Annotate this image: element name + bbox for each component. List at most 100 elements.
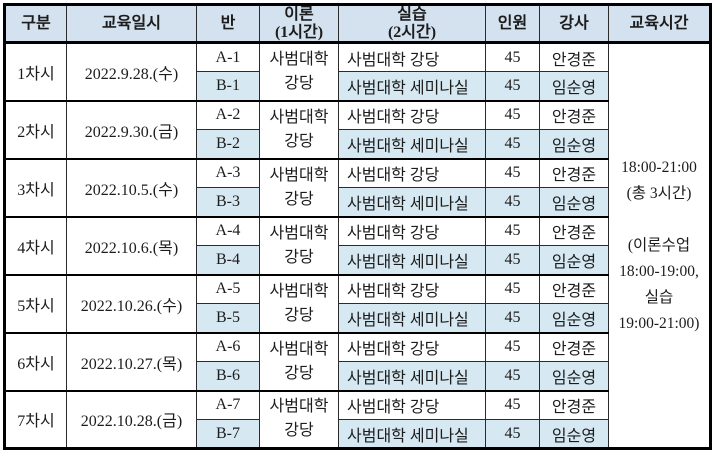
instructor-cell: 임순영 xyxy=(539,187,609,218)
count-cell: 45 xyxy=(485,71,540,102)
practice-cell: 사범대학 강당 xyxy=(338,41,486,73)
date-cell: 2022.10.5.(수) xyxy=(66,157,197,218)
theory-cell: 사범대학 강당 xyxy=(259,331,339,392)
count-cell: 45 xyxy=(485,303,540,334)
instructor-cell: 안경준 xyxy=(539,331,609,363)
theory-cell: 사범대학 강당 xyxy=(259,389,339,450)
table-row: B-3 사범대학 세미나실 45 임순영 xyxy=(5,187,711,218)
theory-cell: 사범대학 강당 xyxy=(259,215,339,276)
practice-cell: 사범대학 세미나실 xyxy=(338,71,486,102)
class-cell: A-1 xyxy=(196,41,260,73)
header-practice: 실습 (2시간) xyxy=(338,3,486,45)
date-cell: 2022.10.27.(목) xyxy=(66,331,197,392)
session-cell: 3차시 xyxy=(4,157,67,218)
header-class: 반 xyxy=(196,3,260,45)
theory-cell: 사범대학 강당 xyxy=(259,273,339,334)
class-cell: A-5 xyxy=(196,273,260,305)
table-row: B-6 사범대학 세미나실 45 임순영 xyxy=(5,361,711,392)
date-cell: 2022.10.6.(목) xyxy=(66,215,197,276)
header-category: 구분 xyxy=(4,3,67,45)
practice-cell: 사범대학 세미나실 xyxy=(338,129,486,160)
header-row: 구분 교육일시 반 이론 (1시간) 실습 (2시간) 인원 강사 교육시간 xyxy=(4,3,711,45)
practice-cell: 사범대학 세미나실 xyxy=(338,303,486,334)
count-cell: 45 xyxy=(485,389,540,421)
instructor-cell: 임순영 xyxy=(539,71,609,102)
instructor-cell: 임순영 xyxy=(539,419,609,450)
header-theory: 이론 (1시간) xyxy=(259,3,339,45)
practice-cell: 사범대학 세미나실 xyxy=(338,419,486,450)
time-note-cell: 18:00-21:00 (총 3시간) (이론수업 18:00-19:00, 실… xyxy=(608,41,711,451)
session-cell: 2차시 xyxy=(4,99,67,160)
instructor-cell: 안경준 xyxy=(539,41,609,73)
table-row: 1차시 2022.9.28.(수) A-1 사범대학 강당 사범대학 강당 45… xyxy=(4,41,711,451)
class-cell: B-6 xyxy=(196,361,260,392)
count-cell: 45 xyxy=(485,331,540,363)
table-row: 5차시 2022.10.26.(수) A-5 사범대학 강당 사범대학 강당 4… xyxy=(4,273,711,334)
instructor-cell: 임순영 xyxy=(539,361,609,392)
table-row: 2차시 2022.9.30.(금) A-2 사범대학 강당 사범대학 강당 45… xyxy=(4,99,711,160)
count-cell: 45 xyxy=(485,41,540,73)
class-cell: B-7 xyxy=(196,419,260,450)
table-row: B-2 사범대학 세미나실 45 임순영 xyxy=(5,129,711,160)
page: 구분 교육일시 반 이론 (1시간) 실습 (2시간) 인원 강사 교육시간 1… xyxy=(3,3,712,451)
table-row: B-1 사범대학 세미나실 45 임순영 xyxy=(5,71,711,102)
class-cell: B-3 xyxy=(196,187,260,218)
table-row: 3차시 2022.10.5.(수) A-3 사범대학 강당 사범대학 강당 45… xyxy=(4,157,711,218)
count-cell: 45 xyxy=(485,129,540,160)
date-cell: 2022.10.28.(금) xyxy=(66,389,197,450)
session-cell: 7차시 xyxy=(4,389,67,450)
count-cell: 45 xyxy=(485,361,540,392)
class-cell: B-5 xyxy=(196,303,260,334)
class-cell: B-1 xyxy=(196,71,260,102)
education-schedule-table: 구분 교육일시 반 이론 (1시간) 실습 (2시간) 인원 강사 교육시간 1… xyxy=(3,3,712,451)
class-cell: A-7 xyxy=(196,389,260,421)
class-cell: A-2 xyxy=(196,99,260,131)
count-cell: 45 xyxy=(485,187,540,218)
header-time: 교육시간 xyxy=(608,3,711,45)
header-instructor: 강사 xyxy=(539,3,609,45)
practice-cell: 사범대학 강당 xyxy=(338,331,486,363)
instructor-cell: 안경준 xyxy=(539,99,609,131)
instructor-cell: 안경준 xyxy=(539,157,609,189)
class-cell: A-3 xyxy=(196,157,260,189)
table-row: B-5 사범대학 세미나실 45 임순영 xyxy=(5,303,711,334)
practice-cell: 사범대학 세미나실 xyxy=(338,245,486,276)
session-cell: 1차시 xyxy=(4,41,67,102)
practice-cell: 사범대학 강당 xyxy=(338,389,486,421)
header-count: 인원 xyxy=(485,3,540,45)
practice-cell: 사범대학 세미나실 xyxy=(338,187,486,218)
date-cell: 2022.9.30.(금) xyxy=(66,99,197,160)
table-row: 6차시 2022.10.27.(목) A-6 사범대학 강당 사범대학 강당 4… xyxy=(4,331,711,392)
count-cell: 45 xyxy=(485,99,540,131)
class-cell: A-6 xyxy=(196,331,260,363)
session-cell: 4차시 xyxy=(4,215,67,276)
instructor-cell: 임순영 xyxy=(539,129,609,160)
class-cell: A-4 xyxy=(196,215,260,247)
instructor-cell: 안경준 xyxy=(539,215,609,247)
practice-cell: 사범대학 강당 xyxy=(338,99,486,131)
count-cell: 45 xyxy=(485,273,540,305)
date-cell: 2022.10.26.(수) xyxy=(66,273,197,334)
date-cell: 2022.9.28.(수) xyxy=(66,41,197,102)
count-cell: 45 xyxy=(485,245,540,276)
practice-cell: 사범대학 강당 xyxy=(338,157,486,189)
practice-cell: 사범대학 강당 xyxy=(338,215,486,247)
class-cell: B-4 xyxy=(196,245,260,276)
instructor-cell: 안경준 xyxy=(539,389,609,421)
practice-cell: 사범대학 세미나실 xyxy=(338,361,486,392)
table-row: 4차시 2022.10.6.(목) A-4 사범대학 강당 사범대학 강당 45… xyxy=(4,215,711,276)
header-date: 교육일시 xyxy=(66,3,197,45)
count-cell: 45 xyxy=(485,215,540,247)
count-cell: 45 xyxy=(485,419,540,450)
table-row: 7차시 2022.10.28.(금) A-7 사범대학 강당 사범대학 강당 4… xyxy=(4,389,711,450)
theory-cell: 사범대학 강당 xyxy=(259,41,339,102)
instructor-cell: 임순영 xyxy=(539,303,609,334)
theory-cell: 사범대학 강당 xyxy=(259,157,339,218)
session-cell: 6차시 xyxy=(4,331,67,392)
practice-cell: 사범대학 강당 xyxy=(338,273,486,305)
session-cell: 5차시 xyxy=(4,273,67,334)
count-cell: 45 xyxy=(485,157,540,189)
table-row: B-7 사범대학 세미나실 45 임순영 xyxy=(5,419,711,450)
instructor-cell: 안경준 xyxy=(539,273,609,305)
class-cell: B-2 xyxy=(196,129,260,160)
